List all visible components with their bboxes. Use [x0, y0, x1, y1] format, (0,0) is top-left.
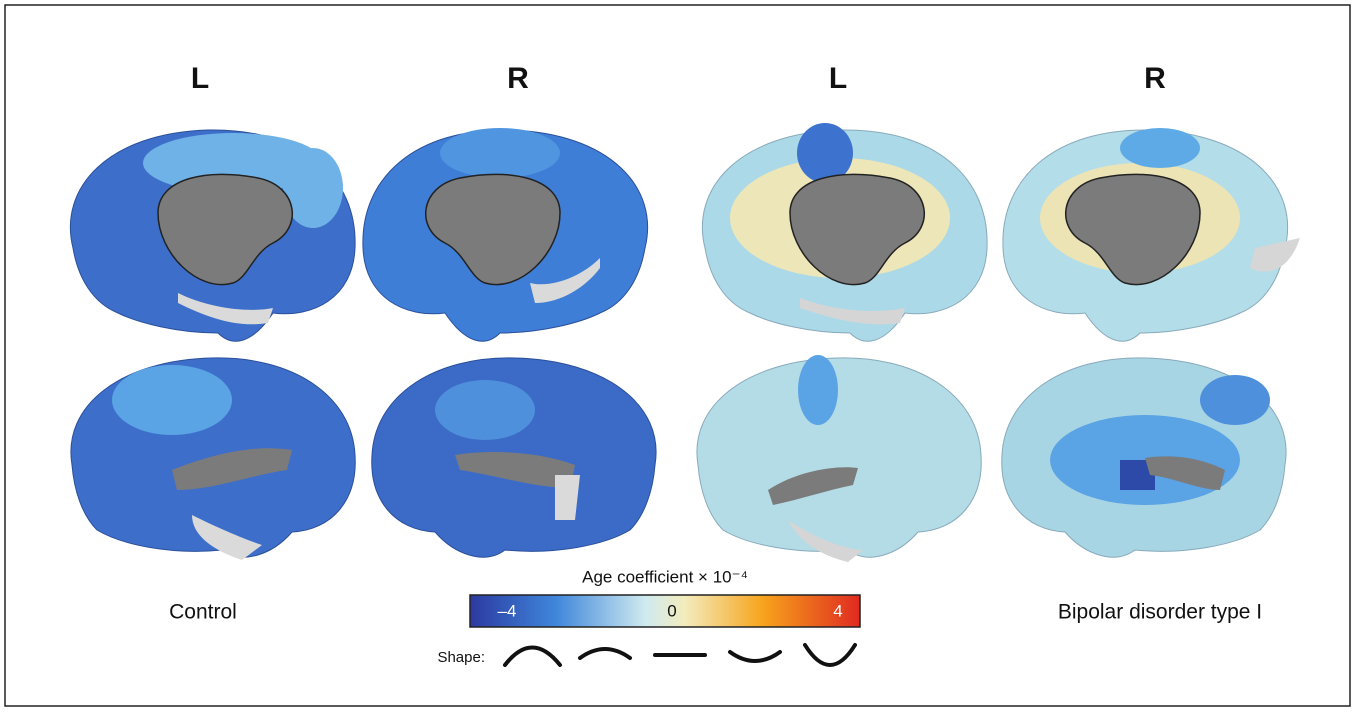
hemisphere-label: L [829, 62, 847, 95]
shape-label: Shape: [437, 649, 485, 666]
colorbar-tick: 0 [667, 601, 676, 620]
brain-lateral [1002, 358, 1286, 557]
brain-lateral [372, 358, 656, 557]
brain-medial [70, 130, 355, 341]
colorbar-title: Age coefficient × 10⁻⁴ [582, 567, 748, 586]
hemisphere-label: L [191, 62, 209, 95]
group-label: Control [169, 601, 237, 624]
hemisphere-label: R [1144, 62, 1166, 95]
brain-medial [363, 128, 648, 341]
hemisphere-label: R [507, 62, 529, 95]
group-label: Bipolar disorder type I [1058, 601, 1262, 624]
colorbar-tick: 4 [833, 601, 842, 620]
colorbar [470, 595, 860, 627]
figure: L R L R [0, 0, 1355, 712]
colorbar-tick: –4 [498, 601, 517, 620]
